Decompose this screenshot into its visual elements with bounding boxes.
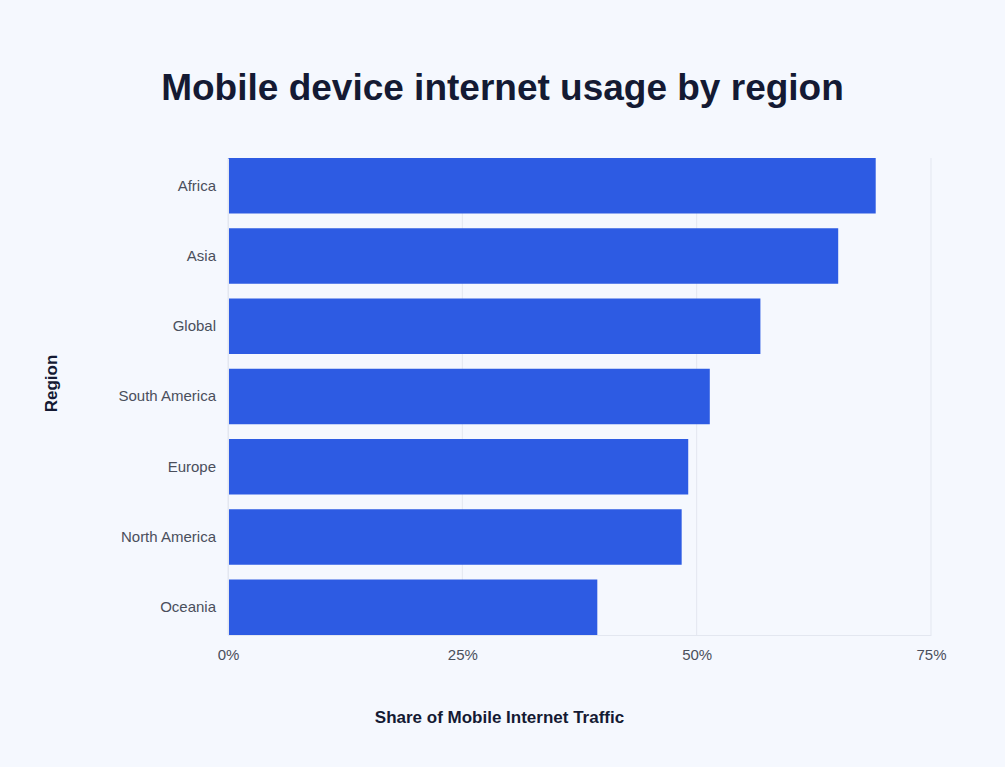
bar — [228, 228, 838, 283]
x-tick: 50% — [682, 635, 712, 663]
x-axis: 0% 25% 50% 75% — [218, 635, 947, 663]
y-tick: Global — [173, 317, 228, 334]
y-tick-label: Asia — [187, 247, 217, 264]
title: Mobile device internet usage by region — [161, 67, 844, 108]
y-tick: Asia — [187, 247, 228, 264]
y-tick-label: Africa — [178, 177, 217, 194]
grid — [228, 158, 931, 635]
bar — [228, 158, 876, 213]
chart: 0% 25% 50% 75% Africa Asia Global South America… — [0, 0, 1005, 767]
y-tick: South America — [118, 387, 228, 404]
y-tick: North America — [121, 528, 228, 545]
y-tick-label: Global — [173, 317, 216, 334]
y-tick: Oceania — [160, 598, 228, 615]
bar — [228, 369, 710, 424]
bar — [228, 509, 682, 564]
grid-line — [228, 158, 229, 635]
y-tick: Africa — [178, 177, 228, 194]
bars — [228, 158, 876, 635]
x-tick: 0% — [218, 635, 240, 663]
grid-line — [931, 158, 932, 635]
x-tick-label: 50% — [682, 646, 712, 663]
x-tick: 25% — [448, 635, 478, 663]
y-tick-label: South America — [118, 387, 216, 404]
y-tick-label: Europe — [168, 458, 216, 475]
x-tick-label: 75% — [916, 646, 946, 663]
y-axis: Africa Asia Global South America Europe North… — [118, 159, 228, 636]
y-axis-title: Region — [42, 355, 61, 413]
y-tick-label: North America — [121, 528, 217, 545]
x-tick: 75% — [916, 635, 946, 663]
x-axis-title: Share of Mobile Internet Traffic — [375, 708, 624, 727]
y-tick-label: Oceania — [160, 598, 217, 615]
y-axis-line — [228, 159, 229, 636]
x-tick-label: 0% — [218, 646, 240, 663]
bar — [228, 580, 597, 635]
bar — [228, 439, 688, 494]
bar — [228, 299, 760, 354]
background — [0, 0, 1005, 767]
y-tick: Europe — [168, 458, 228, 475]
x-tick-label: 25% — [448, 646, 478, 663]
x-axis-line — [229, 635, 932, 636]
